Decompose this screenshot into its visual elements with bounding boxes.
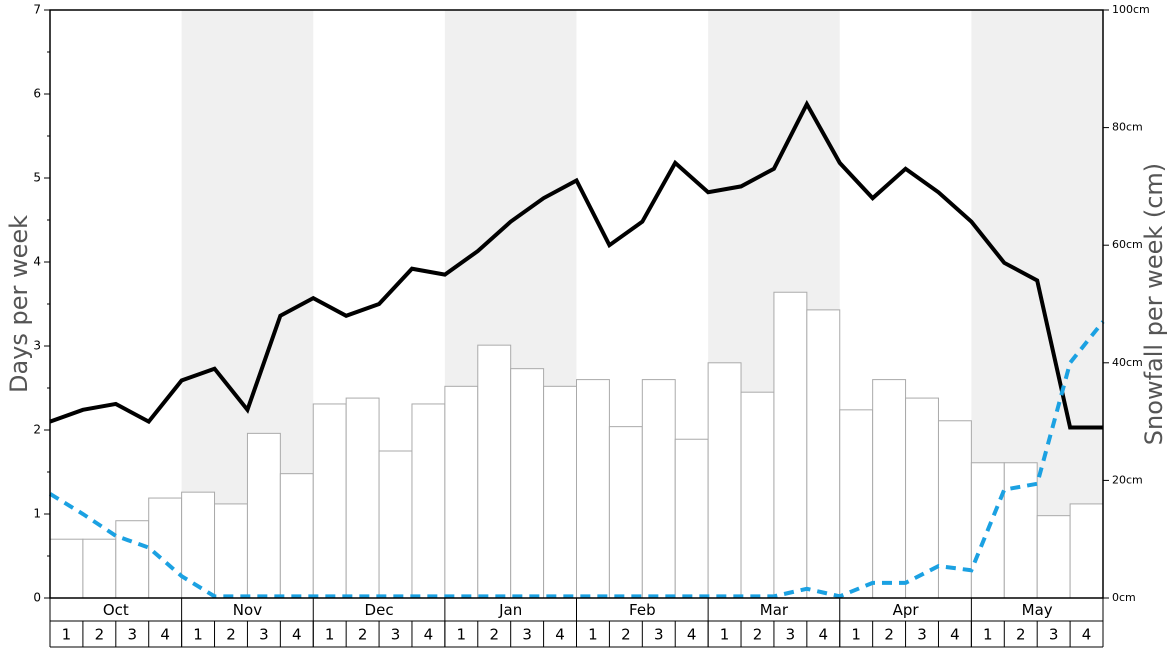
y-tick-label: 2: [33, 423, 41, 437]
bar: [378, 450, 413, 599]
week-label: 1: [588, 626, 598, 644]
week-label: 3: [522, 626, 532, 644]
bar: [477, 344, 512, 599]
bar: [576, 379, 610, 599]
bar: [115, 520, 150, 599]
week-label: 4: [292, 626, 302, 644]
week-label: 4: [1082, 626, 1092, 644]
week-label: 1: [720, 626, 730, 644]
bar: [1036, 515, 1071, 599]
week-label: 2: [489, 626, 499, 644]
y-tick-label: 1: [33, 507, 41, 521]
y2-tick-label: 40cm: [1112, 356, 1143, 369]
month-label: Mar: [760, 601, 789, 619]
bar: [608, 426, 643, 599]
week-label: 2: [884, 626, 894, 644]
bar: [510, 368, 545, 599]
y-tick-label: 7: [33, 3, 41, 17]
bar: [707, 362, 742, 599]
week-label: 4: [160, 626, 170, 644]
bar: [839, 409, 874, 599]
bar: [148, 497, 183, 599]
week-label: 3: [259, 626, 269, 644]
y2-tick-label: 0cm: [1112, 591, 1136, 604]
line-series: [48, 320, 1105, 599]
week-label: 4: [950, 626, 960, 644]
y-axis-label: Days per week: [5, 215, 33, 393]
bar: [970, 462, 1005, 599]
week-label: 3: [917, 626, 927, 644]
week-label: 1: [62, 626, 72, 644]
week-label: 2: [1016, 626, 1026, 644]
y2-tick-label: 20cm: [1112, 473, 1143, 486]
week-label: 3: [1049, 626, 1059, 644]
bar: [279, 473, 314, 599]
bar: [872, 379, 907, 599]
week-label: 2: [95, 626, 105, 644]
bar: [411, 403, 446, 599]
week-label: 4: [687, 626, 697, 644]
bar: [312, 403, 347, 599]
week-label: 2: [753, 626, 763, 644]
y-tick-label: 0: [33, 591, 41, 605]
y2-axis-label: Snowfall per week (cm): [1140, 163, 1168, 445]
month-label: Apr: [893, 601, 920, 619]
month-label: Feb: [629, 601, 656, 619]
week-label: 3: [391, 626, 401, 644]
bar: [345, 397, 380, 599]
bar: [806, 309, 841, 599]
y2-tick-label: 100cm: [1112, 3, 1150, 16]
month-label: Nov: [233, 601, 262, 619]
week-label: 3: [654, 626, 664, 644]
week-label: 3: [127, 626, 137, 644]
bar: [246, 432, 281, 599]
bar: [214, 503, 248, 599]
week-label: 1: [457, 626, 467, 644]
y-tick-label: 4: [33, 255, 41, 269]
month-label: Jan: [498, 601, 522, 619]
week-label: 2: [358, 626, 368, 644]
y-tick-label: 6: [33, 87, 41, 101]
y-tick-label: 5: [33, 171, 41, 185]
bar: [181, 491, 216, 599]
week-label: 2: [226, 626, 236, 644]
y2-tick-label: 60cm: [1112, 238, 1143, 251]
y2-tick-label: 80cm: [1112, 121, 1143, 134]
y-tick-label: 3: [33, 339, 41, 353]
month-label: Dec: [365, 601, 394, 619]
month-label: Oct: [103, 601, 129, 619]
week-label: 4: [424, 626, 434, 644]
week-label: 1: [851, 626, 861, 644]
week-label: 3: [786, 626, 796, 644]
bar: [773, 291, 808, 599]
bar: [543, 385, 577, 599]
week-label: 1: [193, 626, 203, 644]
week-label: 1: [325, 626, 335, 644]
week-label: 4: [555, 626, 565, 644]
month-label: May: [1022, 601, 1053, 619]
bar: [1069, 503, 1104, 599]
bar: [49, 538, 84, 599]
bar: [674, 438, 709, 599]
line-series: [49, 99, 1103, 430]
week-label: 4: [819, 626, 829, 644]
bar: [82, 538, 117, 599]
bar: [641, 379, 676, 599]
bar: [905, 397, 939, 599]
bar: [444, 385, 479, 599]
bar: [740, 391, 775, 599]
week-label: 2: [621, 626, 631, 644]
week-label: 1: [983, 626, 993, 644]
